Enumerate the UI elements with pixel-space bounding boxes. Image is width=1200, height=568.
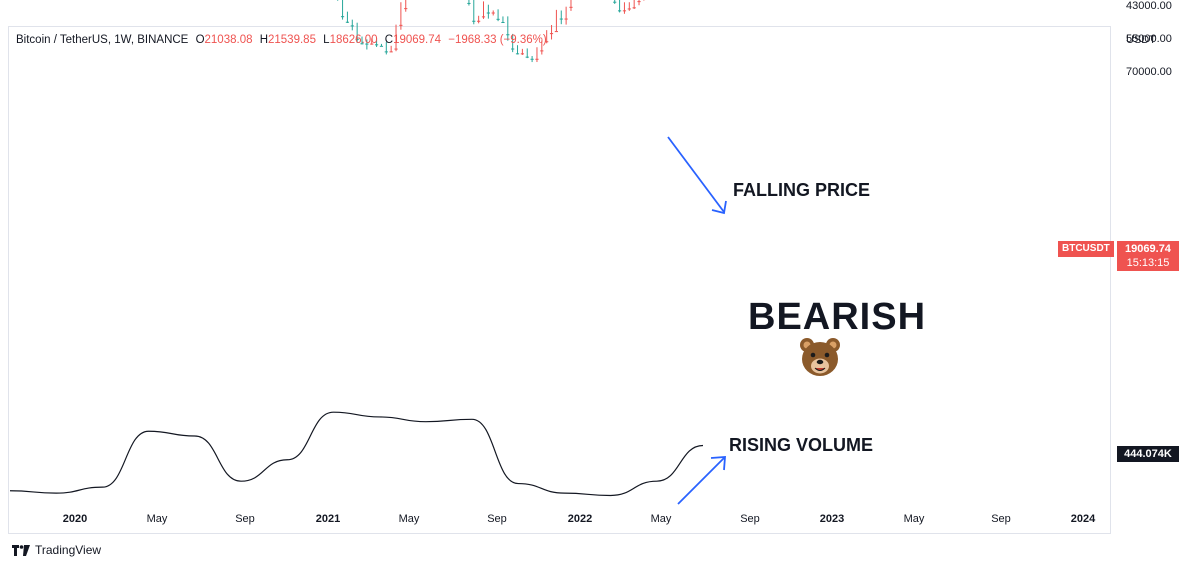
time-tick: 2020 xyxy=(62,513,88,525)
high-value: 21539.85 xyxy=(268,34,316,46)
candle-body xyxy=(569,6,573,8)
candle-body xyxy=(370,43,374,45)
tradingview-logo-icon xyxy=(12,544,30,556)
candle-body xyxy=(632,7,636,9)
candle-body xyxy=(501,21,505,23)
candle-body xyxy=(554,31,559,33)
time-tick: Sep xyxy=(487,513,507,525)
candle-body xyxy=(477,20,481,22)
candle-body xyxy=(530,58,534,60)
time-tick: May xyxy=(903,513,925,525)
open-value: 21038.08 xyxy=(204,34,253,46)
price-tick: 70000.00 xyxy=(1126,66,1172,78)
volume-value-badge: 444.074K xyxy=(1117,446,1179,462)
time-tick: May xyxy=(398,513,420,525)
volume-line xyxy=(9,411,704,497)
candle-body xyxy=(486,12,490,14)
candle-body xyxy=(394,48,398,50)
candle-body xyxy=(496,18,500,20)
candle-body xyxy=(481,16,486,18)
time-tick: Sep xyxy=(235,513,255,525)
high-label: H xyxy=(259,34,268,46)
candle-body xyxy=(506,34,510,36)
rising-arrow xyxy=(677,456,726,505)
candle-body xyxy=(617,10,622,12)
candle-body xyxy=(360,43,364,45)
falling-arrow xyxy=(667,136,727,215)
candle-body xyxy=(511,48,515,50)
candle-body xyxy=(389,51,393,53)
bear-face-icon xyxy=(800,338,840,376)
candle-body xyxy=(384,51,388,53)
candle-body xyxy=(559,18,563,20)
candle-body xyxy=(520,53,524,55)
time-tick: Sep xyxy=(740,513,760,525)
candle-body xyxy=(404,8,408,10)
candle-body xyxy=(467,2,471,4)
last-price-badge: 19069.74 15:13:15 xyxy=(1117,241,1179,271)
candle-body xyxy=(549,33,554,35)
open-label: O xyxy=(195,34,205,46)
time-tick: May xyxy=(650,513,672,525)
candle-body xyxy=(365,43,369,45)
candle-body xyxy=(399,24,403,26)
low-value: 18626.00 xyxy=(329,34,378,46)
falling-price-annotation: FALLING PRICE xyxy=(733,180,871,200)
time-tick: 2023 xyxy=(819,513,845,525)
candle-body xyxy=(540,50,544,52)
symbol-badge: BTCUSDT xyxy=(1058,241,1114,257)
candle-body xyxy=(350,25,354,27)
candle-body xyxy=(535,58,539,60)
bar-countdown: 15:13:15 xyxy=(1126,257,1170,269)
symbol-title: Bitcoin / TetherUS, 1W, BINANCE xyxy=(16,34,189,46)
candle-body xyxy=(627,8,631,10)
tradingview-branding[interactable]: TradingView xyxy=(12,543,101,557)
candle-body xyxy=(545,41,549,43)
brand-name: TradingView xyxy=(35,543,102,557)
candle-body xyxy=(564,18,568,20)
time-tick: May xyxy=(146,513,168,525)
last-price-value: 19069.74 xyxy=(1125,243,1171,255)
candle-body xyxy=(525,56,529,58)
candle-body xyxy=(472,20,476,22)
candle-body xyxy=(379,45,384,47)
candle-body xyxy=(355,38,359,40)
close-label: C xyxy=(384,34,394,46)
time-tick: 2021 xyxy=(315,513,341,525)
bearish-annotation: BEARISH xyxy=(748,296,927,338)
rising-volume-annotation: RISING VOLUME xyxy=(729,435,874,455)
candle-body xyxy=(345,21,350,23)
close-value: 19069.74 xyxy=(393,34,442,46)
time-tick: 2024 xyxy=(1070,513,1096,525)
candle-body xyxy=(637,1,641,3)
candle-body xyxy=(340,16,345,18)
candle-body xyxy=(622,10,627,12)
low-label: L xyxy=(323,34,330,46)
chart-pane[interactable] xyxy=(8,26,1111,534)
change-value: −1968.33 (−9.36%) xyxy=(448,34,547,46)
candle-body xyxy=(491,12,495,14)
candle-body xyxy=(515,53,520,55)
currency-label[interactable]: USDT xyxy=(1126,34,1156,46)
time-tick: Sep xyxy=(991,513,1011,525)
time-tick: 2022 xyxy=(567,513,593,525)
candle-body xyxy=(374,44,379,46)
candle-body xyxy=(613,1,617,3)
price-tick: 55000.00 xyxy=(1126,33,1172,46)
candlestick-series xyxy=(337,0,645,63)
chart-legend: Bitcoin / TetherUS, 1W, BINANCE O21038.0… xyxy=(16,34,547,46)
price-tick: 43000.00 xyxy=(1126,0,1172,12)
